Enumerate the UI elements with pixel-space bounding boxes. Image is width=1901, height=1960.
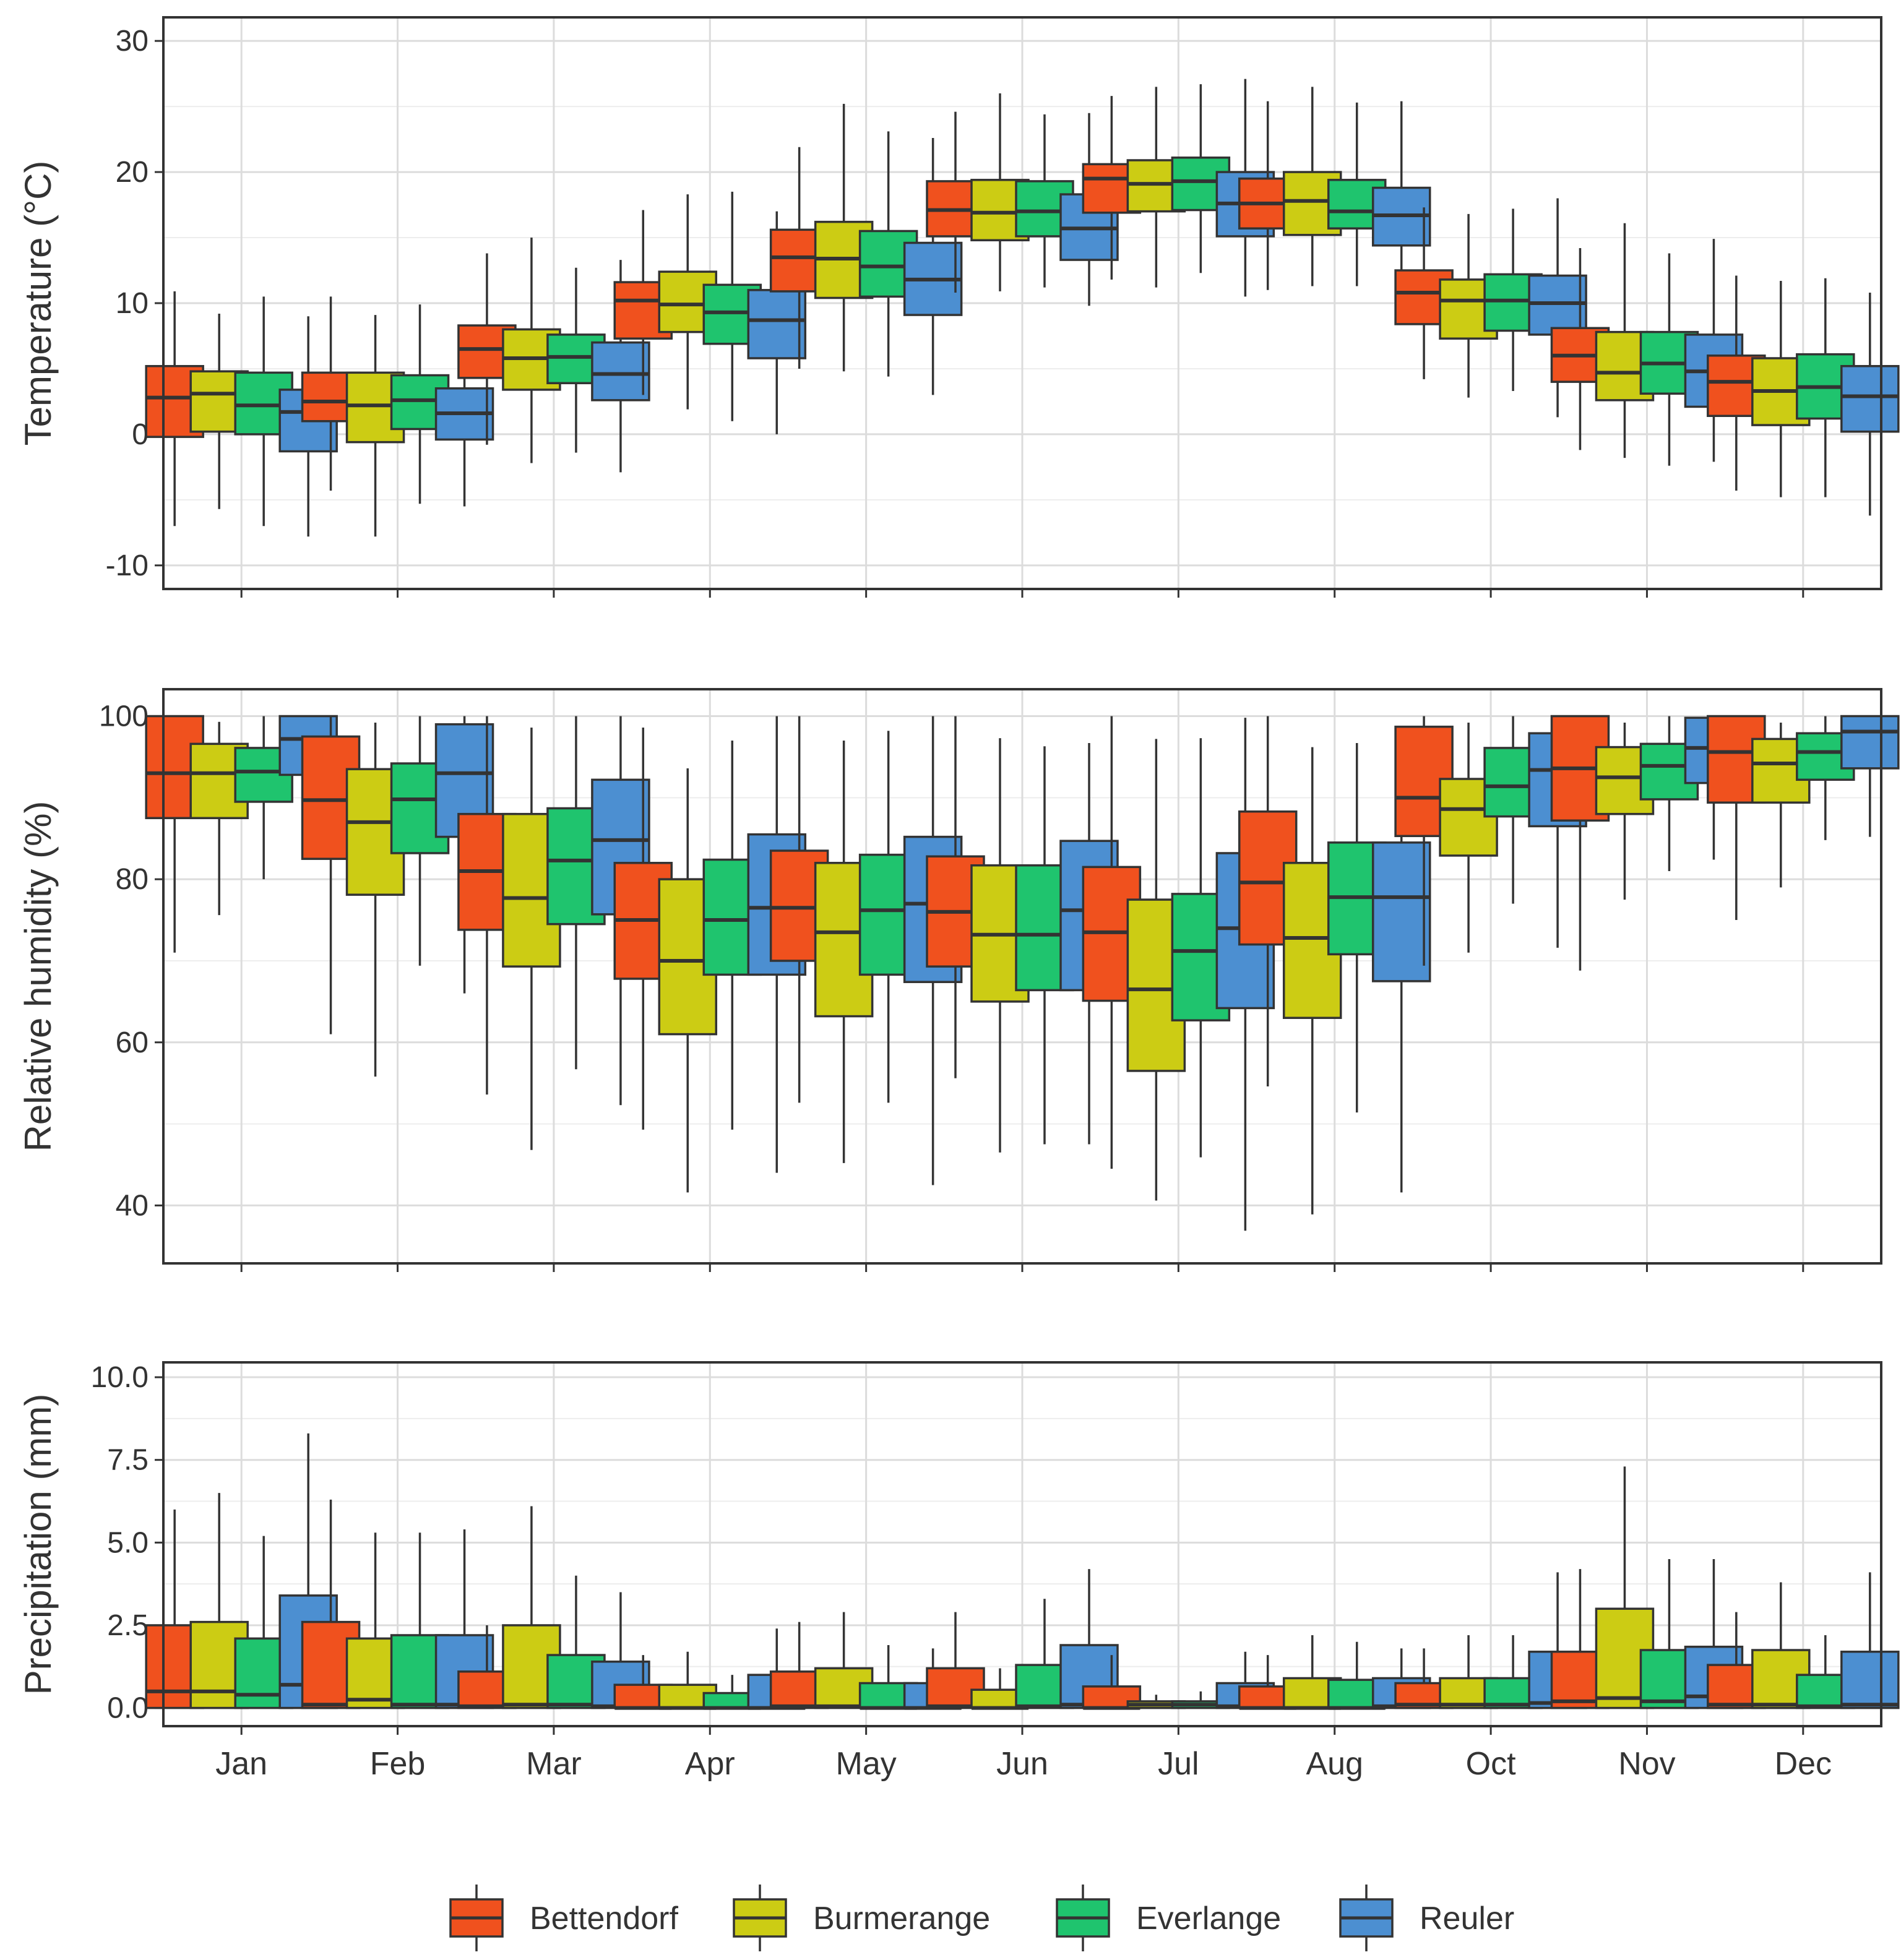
temperature-y-tick-label: 10 [116,287,149,320]
temperature-panel-border [162,16,1882,590]
box-temperature-jan-reuler [278,316,338,537]
precipitation-y-tick-label: 5.0 [107,1526,149,1559]
temperature-y-tick-label: -10 [106,549,149,582]
x-tick-label-feb: Feb [370,1746,426,1782]
x-tick-label-may: May [836,1746,897,1782]
x-tick-label-oct: Oct [1466,1746,1516,1782]
precipitation-y-tick-label: 0.0 [107,1692,149,1725]
x-tick-label-jul: Jul [1158,1746,1199,1782]
temperature-boxes [145,79,1900,537]
x-axis-month-labels: Jan Feb Mar Apr May Jun Jul Aug Oct Nov Dec [215,1746,1832,1782]
relative-y-tick-label: 100 [99,700,149,733]
relative-boxes [145,715,1900,1231]
box-temperature-may-reuler [903,137,963,395]
x-tick-label-nov: Nov [1618,1746,1675,1782]
precipitation-y-axis-title: Precipitation (mm) [17,1394,59,1695]
x-tick-label-mar: Mar [526,1746,582,1782]
box-temperature-dec-reuler [1840,293,1900,516]
box-relative-mar-burmerange [502,727,561,1150]
box-temperature-aug-reuler [1371,101,1431,303]
temperature-y-tick-label: 20 [116,156,149,189]
precipitation-y-tick-label: 7.5 [107,1444,149,1477]
precipitation-panel: 0.0 2.5 5.0 7.5 10.0 Precipitation (mm) [17,1361,1900,1735]
x-tick-label-jun: Jun [996,1746,1048,1782]
precipitation-y-tick-label: 2.5 [107,1609,149,1642]
box-temperature-apr-reuler [747,211,807,434]
precipitation-y-tick-label: 10.0 [91,1361,149,1394]
box-relative-dec-reuler [1840,715,1900,837]
temperature-y-axis-title: Temperature (°C) [17,161,59,446]
box-precipitation-apr-burmerange [658,1651,718,1710]
precipitation-panel-border [162,1361,1882,1727]
x-tick-label-jan: Jan [215,1746,267,1782]
x-tick-label-apr: Apr [685,1746,735,1782]
relative-y-tick-label: 40 [116,1189,149,1222]
box-temperature-nov-reuler [1684,239,1744,462]
legend-label-burmerange: Burmerange [813,1901,990,1936]
relative-y-tick-label: 60 [116,1026,149,1059]
chart-legend: Bettendorf Burmerange Everlange Reuler [449,1885,1514,1951]
legend-item-reuler: Reuler [1339,1885,1514,1951]
legend-label-bettendorf: Bettendorf [530,1901,678,1936]
legend-item-everlange: Everlange [1056,1885,1281,1951]
box-temperature-oct-reuler [1528,198,1587,418]
legend-item-bettendorf: Bettendorf [449,1885,678,1951]
x-tick-label-aug: Aug [1306,1746,1363,1782]
relative-panel: 40 60 80 100 Relative humidity (%) [17,688,1900,1272]
temperature-gridlines [163,17,1881,589]
box-precipitation-dec-reuler [1840,1572,1900,1709]
temperature-y-tick-label: 30 [116,25,149,58]
box-relative-jul-reuler [1215,718,1275,1231]
legend-item-burmerange: Burmerange [733,1885,990,1951]
relative-y-tick-label: 80 [116,863,149,896]
relative-panel-border [162,688,1882,1265]
box-temperature-jun-reuler [1059,113,1119,306]
legend-label-reuler: Reuler [1420,1901,1514,1936]
precipitation-boxes [145,1433,1900,1710]
relative-y-axis-title: Relative humidity (%) [17,801,59,1152]
legend-label-everlange: Everlange [1136,1901,1281,1936]
box-relative-apr-burmerange [658,768,718,1193]
x-tick-label-dec: Dec [1775,1746,1832,1782]
